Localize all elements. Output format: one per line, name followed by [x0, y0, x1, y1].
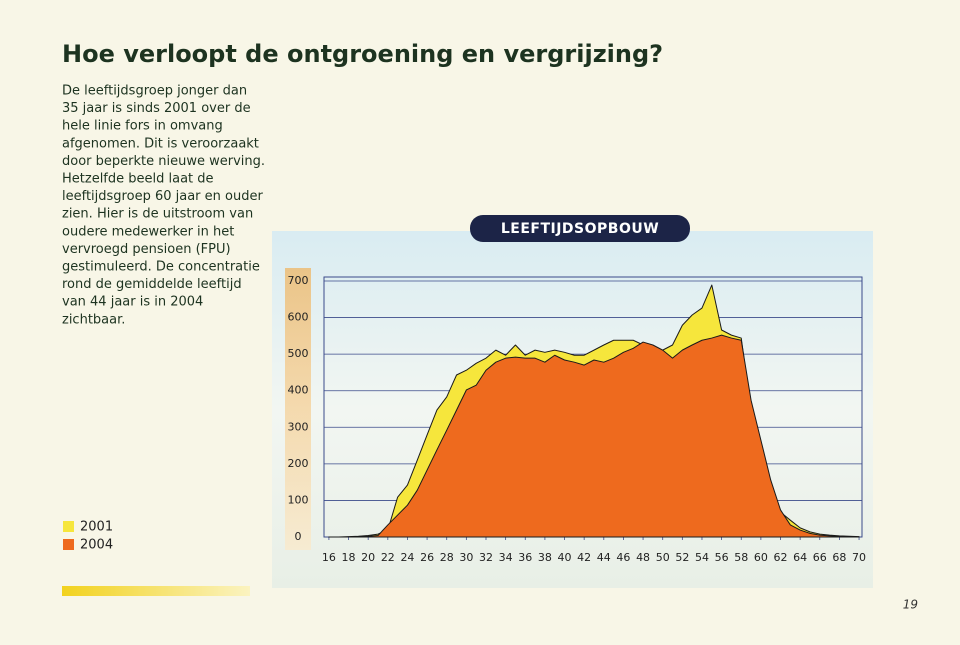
x-tick-label: 68 — [832, 551, 846, 564]
x-tick-label: 60 — [754, 551, 768, 564]
x-tick-label: 32 — [479, 551, 493, 564]
paragraph-line: vervroegd pensioen (FPU) — [62, 242, 231, 257]
x-tick-label: 24 — [400, 551, 414, 564]
x-tick-label: 18 — [342, 551, 356, 564]
paragraph-line: van 44 jaar is in 2004 — [62, 295, 203, 310]
legend-swatch — [63, 521, 74, 532]
paragraph-line: hele linie fors in omvang — [62, 119, 223, 134]
paragraph-line: leeftijdsgroep 60 jaar en ouder — [62, 189, 263, 204]
x-tick-label: 16 — [322, 551, 336, 564]
y-tick-label: 200 — [288, 457, 309, 470]
x-tick-label: 28 — [440, 551, 454, 564]
x-tick-label: 56 — [715, 551, 729, 564]
paragraph-line: zien. Hier is de uitstroom van — [62, 207, 253, 222]
x-tick-label: 20 — [361, 551, 375, 564]
page-title: Hoe verloopt de ontgroening en vergrijzi… — [62, 40, 663, 68]
paragraph-line: gestimuleerd. De concentratie — [62, 260, 260, 275]
y-tick-label: 700 — [288, 274, 309, 287]
legend-label: 2001 — [80, 520, 113, 535]
chart-title-banner — [470, 215, 690, 242]
x-tick-label: 22 — [381, 551, 395, 564]
y-tick-label: 0 — [295, 530, 302, 543]
axis-column — [285, 268, 311, 550]
x-tick-label: 38 — [538, 551, 552, 564]
x-tick-label: 50 — [656, 551, 670, 564]
x-tick-label: 40 — [558, 551, 572, 564]
x-tick-label: 26 — [420, 551, 434, 564]
x-tick-label: 46 — [616, 551, 630, 564]
paragraph-line: 35 jaar is sinds 2001 over de — [62, 101, 251, 116]
paragraph-line: De leeftijdsgroep jonger dan — [62, 84, 247, 99]
x-tick-label: 48 — [636, 551, 650, 564]
x-tick-label: 66 — [813, 551, 827, 564]
paragraph-line: afgenomen. Dit is veroorzaakt — [62, 136, 259, 151]
x-tick-label: 58 — [734, 551, 748, 564]
paragraph-line: oudere medewerker in het — [62, 224, 234, 239]
paragraph-line: Hetzelfde beeld laat de — [62, 172, 214, 187]
x-tick-label: 62 — [774, 551, 788, 564]
legend-label: 2004 — [80, 538, 113, 553]
paragraph-line: door beperkte nieuwe werving. — [62, 154, 265, 169]
x-tick-label: 52 — [675, 551, 689, 564]
y-tick-label: 100 — [288, 493, 309, 506]
y-tick-label: 600 — [288, 311, 309, 324]
x-tick-label: 34 — [499, 551, 513, 564]
page-number: 19 — [903, 598, 918, 612]
x-tick-label: 44 — [597, 551, 611, 564]
x-tick-label: 30 — [459, 551, 473, 564]
legend-swatch — [63, 539, 74, 550]
paragraph-line: rond de gemiddelde leeftijd — [62, 277, 242, 292]
x-tick-label: 64 — [793, 551, 807, 564]
decor-strip — [62, 586, 250, 596]
x-tick-label: 36 — [518, 551, 532, 564]
x-tick-label: 54 — [695, 551, 709, 564]
x-tick-label: 42 — [577, 551, 591, 564]
area — [328, 334, 860, 538]
y-tick-label: 400 — [288, 384, 309, 397]
chart-title: LEEFTIJDSOPBOUW — [501, 221, 659, 237]
paragraph: De leeftijdsgroep jonger dan 35 jaar is s… — [62, 84, 265, 328]
y-tick-label: 300 — [288, 420, 309, 433]
paragraph-line: zichtbaar. — [62, 312, 125, 327]
y-tick-label: 500 — [288, 347, 309, 360]
x-tick-label: 70 — [852, 551, 866, 564]
